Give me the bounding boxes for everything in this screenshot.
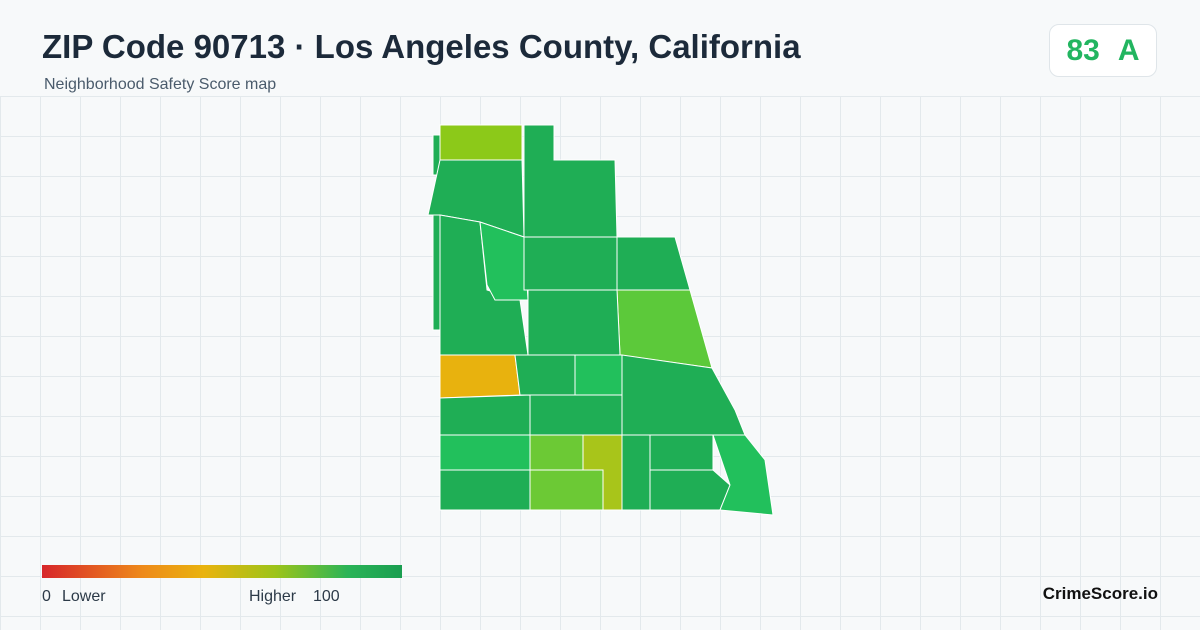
block [616, 236, 691, 291]
block [712, 434, 774, 516]
block [439, 394, 531, 436]
block [649, 469, 731, 511]
block [649, 434, 714, 471]
block [479, 221, 529, 301]
legend-min: 0 [42, 588, 51, 605]
zip-area [427, 124, 774, 516]
block [621, 434, 651, 511]
legend-max: 100 [313, 588, 340, 605]
block [529, 469, 604, 511]
legend-high: Higher [249, 588, 297, 605]
block [439, 124, 523, 161]
block [574, 354, 623, 396]
block [527, 289, 621, 356]
score: 83 [1066, 33, 1100, 67]
brand: CrimeScore.io [1042, 584, 1158, 603]
block [439, 434, 531, 471]
block [432, 214, 441, 331]
block [439, 354, 521, 399]
legend-low: Lower [62, 588, 106, 605]
block [529, 434, 584, 471]
legend-gradient [42, 565, 402, 578]
block [529, 394, 623, 436]
score-badge: 83 A [1049, 24, 1157, 77]
subtitle: Neighborhood Safety Score map [44, 76, 277, 93]
grade: A [1117, 33, 1140, 67]
block [523, 236, 618, 291]
header [0, 0, 1200, 96]
block [621, 354, 746, 436]
block [514, 354, 576, 396]
title: ZIP Code 90713 · Los Angeles County, Cal… [42, 28, 801, 65]
block [523, 124, 618, 238]
block [439, 469, 531, 511]
